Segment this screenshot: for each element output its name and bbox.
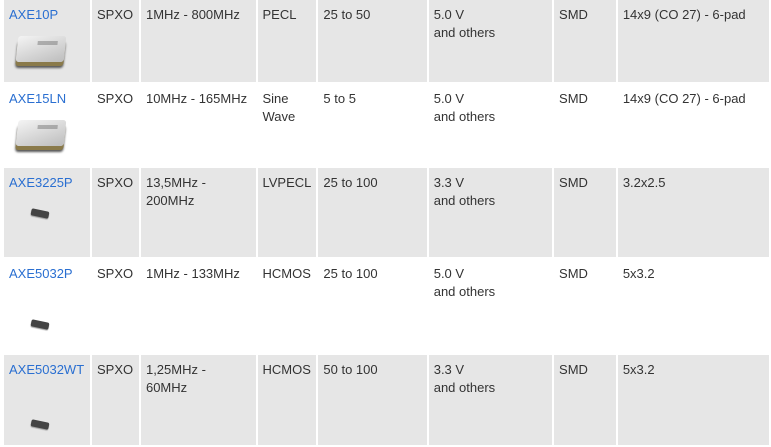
voltage-cell: 5.0 V and others	[428, 84, 553, 166]
frequency-cell: 1MHz - 133MHz	[140, 259, 256, 353]
stability-cell: 5 to 5	[318, 84, 427, 166]
voltage-value: 5.0 V	[433, 266, 465, 281]
product-image[interactable]	[9, 200, 85, 244]
oscillator-image	[15, 120, 67, 146]
mount-cell: SMD	[554, 84, 616, 166]
product-image[interactable]	[9, 116, 85, 160]
output-cell: HCMOS	[257, 355, 317, 445]
model-link[interactable]: AXE5032WT	[9, 362, 85, 377]
voltage-cell: 3.3 V and others	[428, 168, 553, 257]
package-cell: 14x9 (CO 27) - 6-pad	[617, 0, 769, 82]
voltage-cell: 5.0 V and others	[428, 0, 553, 82]
product-image[interactable]	[9, 291, 85, 335]
stability-cell: 25 to 50	[318, 0, 427, 82]
product-image[interactable]	[9, 387, 85, 431]
voltage-value: 3.3 V	[433, 175, 465, 190]
model-cell: AXE5032P	[4, 259, 90, 353]
voltage-cell: 5.0 V and others	[428, 259, 553, 353]
package-cell: 3.2x2.5	[617, 168, 769, 257]
voltage-value: 5.0 V	[433, 91, 465, 106]
voltage-cell: 3.3 V and others	[428, 355, 553, 445]
table-row: AXE5032P SPXO 1MHz - 133MHz HCMOS 25 to …	[4, 259, 769, 353]
output-cell: HCMOS	[257, 259, 317, 353]
model-link[interactable]: AXE3225P	[9, 175, 73, 190]
voltage-note: and others	[433, 109, 496, 124]
mount-cell: SMD	[554, 168, 616, 257]
stability-cell: 25 to 100	[318, 259, 427, 353]
mount-cell: SMD	[554, 0, 616, 82]
type-cell: SPXO	[91, 84, 139, 166]
model-link[interactable]: AXE15LN	[9, 91, 67, 106]
voltage-value: 3.3 V	[433, 362, 465, 377]
chip-image	[30, 319, 50, 330]
chip-image	[30, 419, 50, 430]
table-row: AXE10P SPXO 1MHz - 800MHz PECL 25 to 50 …	[4, 0, 769, 82]
product-image[interactable]	[9, 32, 85, 76]
output-cell: Sine Wave	[257, 84, 317, 166]
table-row: AXE3225P SPXO 13,5MHz - 200MHz LVPECL 25…	[4, 168, 769, 257]
model-cell: AXE15LN	[4, 84, 90, 166]
type-cell: SPXO	[91, 355, 139, 445]
frequency-cell: 1MHz - 800MHz	[140, 0, 256, 82]
voltage-value: 5.0 V	[433, 7, 465, 22]
voltage-note: and others	[433, 25, 496, 40]
mount-cell: SMD	[554, 259, 616, 353]
table-row: AXE15LN SPXO 10MHz - 165MHz Sine Wave 5 …	[4, 84, 769, 166]
model-cell: AXE5032WT	[4, 355, 90, 445]
model-link[interactable]: AXE5032P	[9, 266, 73, 281]
oscillator-image	[15, 36, 67, 62]
frequency-cell: 10MHz - 165MHz	[140, 84, 256, 166]
model-cell: AXE10P	[4, 0, 90, 82]
package-cell: 5x3.2	[617, 259, 769, 353]
voltage-note: and others	[433, 380, 496, 395]
stability-cell: 50 to 100	[318, 355, 427, 445]
stability-cell: 25 to 100	[318, 168, 427, 257]
voltage-note: and others	[433, 193, 496, 208]
mount-cell: SMD	[554, 355, 616, 445]
model-cell: AXE3225P	[4, 168, 90, 257]
type-cell: SPXO	[91, 259, 139, 353]
frequency-cell: 13,5MHz - 200MHz	[140, 168, 256, 257]
output-cell: LVPECL	[257, 168, 317, 257]
frequency-cell: 1,25MHz - 60MHz	[140, 355, 256, 445]
package-cell: 14x9 (CO 27) - 6-pad	[617, 84, 769, 166]
type-cell: SPXO	[91, 168, 139, 257]
package-cell: 5x3.2	[617, 355, 769, 445]
voltage-note: and others	[433, 284, 496, 299]
chip-image	[30, 208, 50, 219]
model-link[interactable]: AXE10P	[9, 7, 59, 22]
table-row: AXE5032WT SPXO 1,25MHz - 60MHz HCMOS 50 …	[4, 355, 769, 445]
type-cell: SPXO	[91, 0, 139, 82]
output-cell: PECL	[257, 0, 317, 82]
